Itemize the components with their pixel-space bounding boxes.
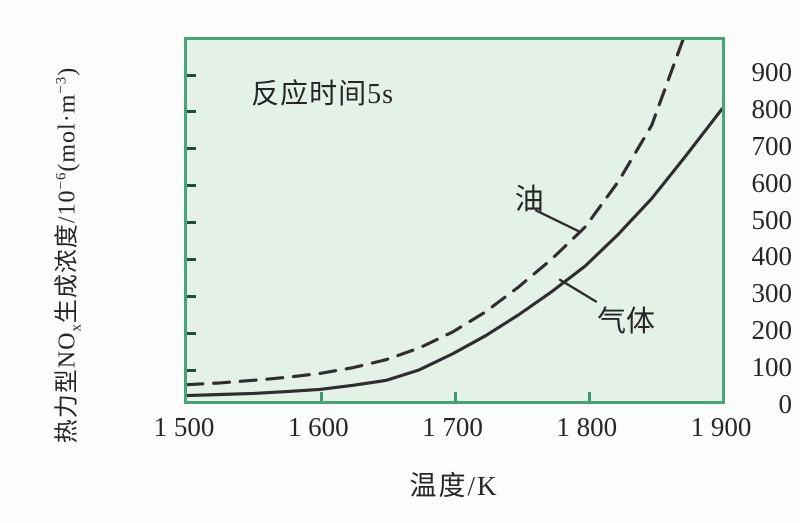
- x-tick-mark: [319, 392, 323, 401]
- y-tick-mark: [187, 110, 196, 114]
- x-axis-title: 温度/K: [409, 471, 499, 501]
- y-tick-label: 900: [751, 57, 793, 88]
- y-axis-title: 热力型NOx生成浓度/10−6(mol·m−3): [47, 67, 86, 443]
- y-axis-title-part: x: [68, 323, 85, 332]
- x-tick-mark: [588, 392, 592, 401]
- leader-line-gas: [558, 278, 598, 303]
- leader-line-oil: [534, 209, 580, 233]
- y-tick-mark: [187, 221, 196, 225]
- y-axis-title-part: −3: [53, 75, 70, 94]
- annotation-reaction-time: 反应时间5s: [251, 78, 395, 110]
- y-tick-label: 0: [778, 389, 793, 419]
- x-tick-label: 1 800: [556, 412, 618, 442]
- x-tick-mark: [453, 392, 457, 401]
- y-tick-label: 800: [751, 93, 793, 124]
- series-label-gas: 气体: [596, 306, 655, 339]
- x-tick-label: 1 600: [287, 412, 349, 442]
- y-tick-mark: [187, 257, 196, 261]
- y-tick-mark: [187, 184, 196, 188]
- y-tick-label: 300: [751, 278, 793, 309]
- y-tick-label: 500: [751, 204, 793, 235]
- y-tick-mark: [187, 331, 196, 335]
- chart-curves: [187, 40, 722, 398]
- y-axis-title-part: −6: [53, 171, 70, 190]
- y-tick-mark: [187, 294, 196, 298]
- y-axis-title-part: 热力型NO: [54, 331, 81, 444]
- x-tick-label: 1 900: [690, 412, 752, 442]
- plot-area: 反应时间5s 油气体: [184, 37, 725, 404]
- y-tick-label: 700: [751, 130, 793, 161]
- x-tick-label: 1 500: [153, 412, 215, 442]
- y-tick-label: 200: [751, 315, 793, 346]
- x-tick-label: 1 700: [422, 412, 483, 442]
- y-tick-mark: [187, 147, 196, 151]
- y-tick-label: 600: [751, 167, 793, 198]
- series-label-oil: 油: [514, 183, 544, 216]
- y-axis-title-part: (mol·m: [54, 93, 81, 172]
- series-curve-gas: [187, 107, 722, 398]
- y-tick-mark: [187, 368, 196, 372]
- y-axis-title-part: ): [54, 66, 81, 76]
- y-tick-label: 400: [751, 241, 793, 272]
- series-curve-oil: [187, 40, 685, 387]
- y-tick-label: 100: [751, 352, 793, 383]
- y-axis-title-part: 生成浓度/10: [54, 189, 81, 324]
- y-tick-mark: [187, 73, 196, 77]
